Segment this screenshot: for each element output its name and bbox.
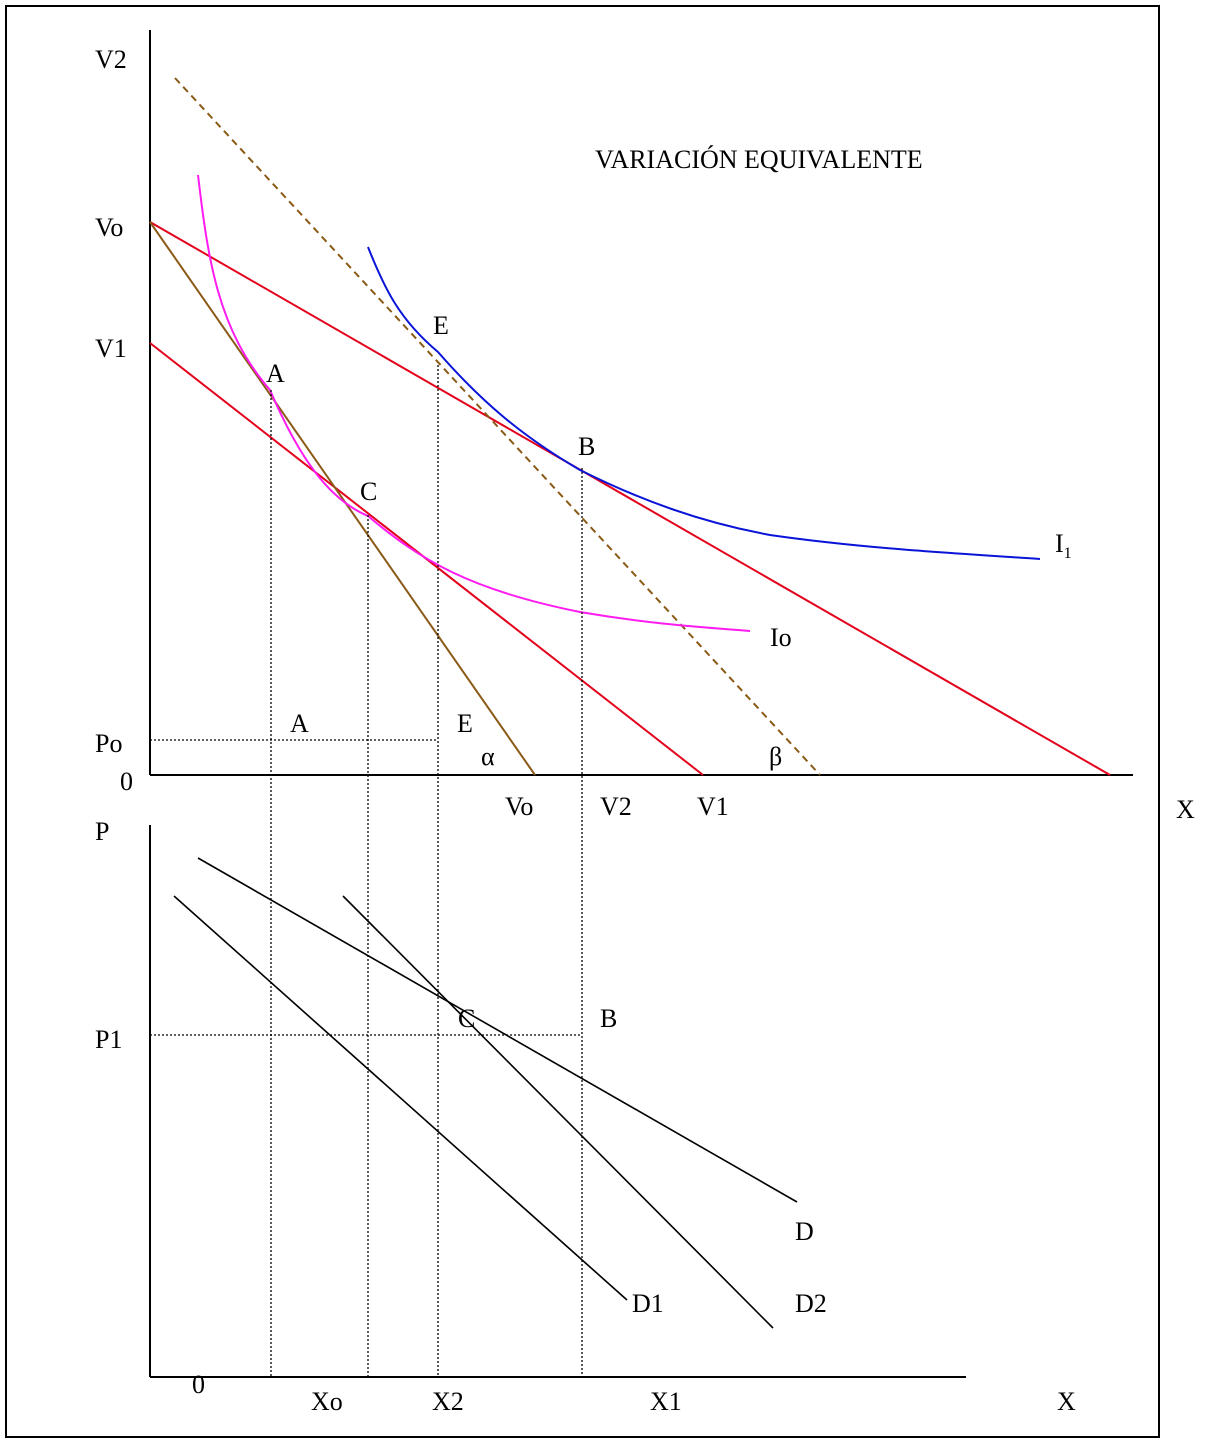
- lower-point-a: A: [290, 709, 309, 738]
- lower-x-label-x2: X2: [432, 1387, 464, 1416]
- lower-y-label-p1: P1: [95, 1025, 122, 1054]
- figure-border: [5, 5, 1160, 1438]
- demand-curve-d1: [173, 895, 628, 1301]
- diagram-title: VARIACIÓN EQUIVALENTE: [595, 145, 923, 174]
- curve-label-d: D: [795, 1217, 814, 1246]
- lower-point-b: B: [600, 1004, 617, 1033]
- upper-y-label-v1: V1: [95, 334, 127, 363]
- lower-x-axis-label: X: [1057, 1387, 1076, 1416]
- upper-x-label-v1: V1: [697, 792, 729, 821]
- budget-line-vo-outer: [149, 221, 1111, 776]
- angle-alpha: α: [481, 742, 495, 771]
- lower-y-label-po: Po: [95, 729, 122, 758]
- upper-y-label-v2: V2: [95, 45, 127, 74]
- upper-point-e: E: [433, 311, 449, 340]
- demand-curve-d2: [342, 895, 774, 1329]
- curve-label-d2: D2: [795, 1289, 827, 1318]
- angle-beta: β: [769, 742, 782, 771]
- lower-x-label-x1: X1: [650, 1387, 682, 1416]
- lower-origin-label: 0: [192, 1370, 205, 1399]
- lower-panel: P Po P1 0 Xo X2 X1 X A E C B D D1 D2: [95, 709, 1076, 1416]
- upper-x-axis-label: X: [1176, 795, 1195, 824]
- budget-line-v2-dashed: [174, 77, 821, 776]
- upper-point-a: A: [266, 359, 285, 388]
- curve-label-io: Io: [770, 623, 792, 652]
- curve-label-d1: D1: [632, 1289, 664, 1318]
- lower-point-c: C: [458, 1004, 475, 1033]
- lower-x-label-xo: Xo: [311, 1387, 343, 1416]
- upper-point-b: B: [578, 432, 595, 461]
- upper-x-label-v2: V2: [600, 792, 632, 821]
- curve-label-i1: I1: [1055, 529, 1072, 562]
- upper-origin-label: 0: [120, 767, 133, 796]
- lower-point-e: E: [457, 709, 473, 738]
- upper-point-c: C: [360, 477, 377, 506]
- budget-line-vo-steep: [149, 221, 536, 776]
- indifference-curve-i1: [367, 246, 1041, 560]
- demand-curve-d: [197, 857, 798, 1203]
- indifference-curve-io: [197, 174, 751, 632]
- upper-x-label-vo: Vo: [505, 792, 533, 821]
- upper-panel: V2 Vo V1 0 Vo V2 V1 X A C E B α β Io I1: [95, 30, 1195, 1377]
- lower-y-axis-label: P: [95, 817, 109, 846]
- upper-y-label-vo: Vo: [95, 213, 123, 242]
